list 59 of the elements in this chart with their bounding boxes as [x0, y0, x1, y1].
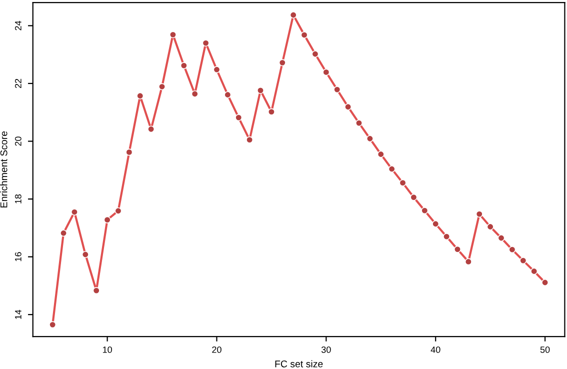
point	[202, 39, 210, 47]
point	[256, 86, 264, 94]
point	[70, 208, 78, 216]
point	[355, 120, 363, 127]
point	[290, 11, 297, 19]
point	[508, 246, 516, 254]
x-tick-label: 50	[540, 346, 550, 353]
point	[312, 50, 319, 58]
point	[399, 179, 406, 186]
point	[114, 207, 122, 214]
point	[388, 165, 396, 173]
x-tick-label: 20	[212, 346, 222, 353]
point	[300, 31, 308, 38]
point	[49, 321, 56, 328]
y-axis-title: Enrichment Score	[0, 131, 8, 208]
point	[148, 126, 155, 133]
point	[454, 246, 462, 253]
y-tick-label: 14	[15, 310, 22, 319]
point	[464, 258, 472, 266]
point	[180, 62, 188, 70]
y-tick-label: 22	[14, 78, 22, 88]
y-tick-label: 20	[14, 136, 22, 146]
point	[541, 278, 549, 286]
x-tick-label: 40	[430, 346, 440, 353]
point	[246, 136, 254, 144]
x-axis-title: FC set size	[275, 360, 323, 368]
point	[104, 216, 111, 224]
point	[421, 207, 428, 214]
point	[410, 194, 418, 201]
point	[432, 220, 440, 228]
x-tick-label: 10	[102, 346, 112, 353]
x-tick-label: 30	[321, 346, 331, 353]
point	[322, 68, 330, 76]
point	[158, 83, 166, 90]
point	[169, 31, 177, 38]
point	[213, 66, 220, 74]
point	[530, 268, 538, 275]
point	[476, 210, 483, 218]
point	[235, 114, 242, 122]
point	[520, 257, 527, 264]
point	[268, 108, 275, 116]
point	[443, 233, 450, 240]
point	[60, 230, 68, 237]
point	[498, 234, 505, 242]
point	[126, 148, 133, 156]
point	[486, 223, 494, 230]
point	[334, 86, 341, 94]
point	[92, 287, 100, 294]
point	[191, 90, 198, 98]
point	[82, 250, 89, 258]
point	[278, 59, 286, 66]
point	[366, 135, 374, 142]
y-tick-label: 16	[14, 252, 22, 262]
point	[136, 92, 144, 100]
point	[224, 91, 232, 98]
y-tick-label: 24	[14, 20, 22, 30]
point	[377, 150, 384, 158]
y-tick-label: 18	[14, 194, 22, 204]
point	[344, 103, 352, 110]
